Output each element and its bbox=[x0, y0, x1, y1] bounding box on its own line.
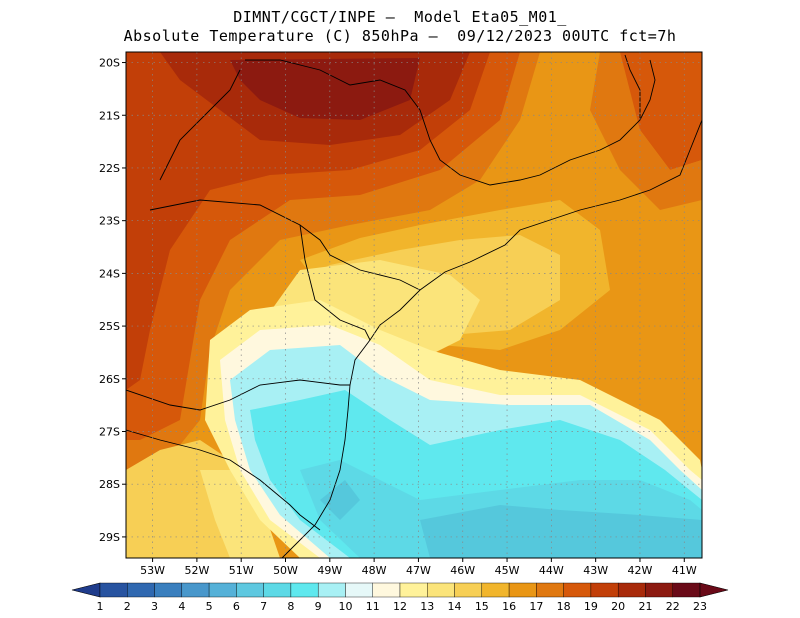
lat-label: 26S bbox=[99, 373, 120, 386]
lat-label: 29S bbox=[99, 531, 120, 544]
colorbar-swatch bbox=[508, 582, 537, 598]
field-sw-13 bbox=[200, 470, 280, 558]
lon-label: 50W bbox=[273, 564, 298, 577]
state-border-sc-rs bbox=[126, 429, 321, 531]
field-east-18 bbox=[590, 52, 702, 210]
colorbar-swatch bbox=[345, 582, 373, 598]
colorbar-swatch bbox=[236, 582, 264, 598]
colorbar-label: 15 bbox=[475, 600, 489, 613]
colorbar-swatch bbox=[317, 582, 346, 598]
colorbar-swatch bbox=[536, 582, 564, 598]
colorbar-swatch bbox=[127, 582, 155, 598]
colorbar bbox=[71, 582, 729, 598]
lon-label: 52W bbox=[184, 564, 209, 577]
colorbar-label: 11 bbox=[366, 600, 380, 613]
lat-label: 23S bbox=[99, 215, 120, 228]
colorbar-swatch bbox=[481, 582, 510, 598]
lat-label: 20S bbox=[99, 57, 120, 70]
colorbar-swatch bbox=[427, 582, 455, 598]
colorbar-label: 14 bbox=[448, 600, 462, 613]
colorbar-swatch bbox=[672, 582, 701, 598]
colorbar-label: 9 bbox=[315, 600, 322, 613]
colorbar-swatch bbox=[399, 582, 428, 598]
colorbar-swatch bbox=[454, 582, 483, 598]
colorbar-label: 10 bbox=[338, 600, 352, 613]
colorbar-label: 7 bbox=[260, 600, 267, 613]
lat-label: 27S bbox=[99, 426, 120, 439]
colorbar-overflow bbox=[699, 582, 729, 598]
field-band-7 bbox=[320, 480, 702, 558]
lon-label: 53W bbox=[140, 564, 165, 577]
lat-label: 24S bbox=[99, 267, 120, 280]
state-border-interior bbox=[299, 224, 371, 341]
colorbar-label: 3 bbox=[151, 600, 158, 613]
lon-label: 42W bbox=[628, 564, 653, 577]
colorbar-swatch bbox=[181, 582, 210, 598]
coastline-and-borders bbox=[126, 54, 702, 558]
lon-label: 44W bbox=[539, 564, 564, 577]
colorbar-swatch bbox=[645, 582, 673, 598]
colorbar-swatch bbox=[563, 582, 592, 598]
temperature-field bbox=[126, 52, 702, 558]
grid-lines bbox=[126, 52, 702, 558]
colorbar-label: 4 bbox=[178, 600, 185, 613]
longitude-labels: 53W 52W 51W 50W 49W 48W 47W 46W 45W 44W 43W 42W 41W bbox=[140, 558, 697, 577]
lat-label: 25S bbox=[99, 320, 120, 333]
colorbar-label: 2 bbox=[124, 600, 131, 613]
colorbar-label: 6 bbox=[233, 600, 240, 613]
colorbar-labels: 1 2 3 4 5 6 7 8 9 10 11 12 13 14 15 16 17 18 19 20 21 22 23 bbox=[97, 600, 708, 613]
colorbar-label: 5 bbox=[206, 600, 213, 613]
colorbar-underflow bbox=[71, 582, 101, 598]
colorbar-label: 1 bbox=[97, 600, 104, 613]
lon-label: 43W bbox=[583, 564, 608, 577]
colorbar-swatch bbox=[290, 582, 319, 598]
lon-label: 46W bbox=[450, 564, 475, 577]
map-frame bbox=[125, 51, 703, 559]
latitude-labels: 20S 21S 22S 23S 24S 25S 26S 27S 28S 29S bbox=[99, 57, 126, 544]
title-line-2: Absolute Temperature (C) 850hPa — 09/12/… bbox=[123, 27, 677, 45]
lon-label: 41W bbox=[672, 564, 697, 577]
lon-label: 45W bbox=[495, 564, 520, 577]
lat-label: 22S bbox=[99, 162, 120, 175]
state-border-mg-sp bbox=[245, 59, 656, 186]
colorbar-label: 22 bbox=[666, 600, 680, 613]
colorbar-label: 21 bbox=[638, 600, 652, 613]
colorbar-label: 19 bbox=[584, 600, 598, 613]
lon-label: 49W bbox=[317, 564, 342, 577]
colorbar-swatch bbox=[263, 582, 292, 598]
title-line-1: DIMNT/CGCT/INPE — Model Eta05_M01_ bbox=[233, 8, 567, 26]
lon-label: 48W bbox=[362, 564, 387, 577]
state-border-sp-pr bbox=[149, 199, 421, 291]
colorbar-label: 23 bbox=[693, 600, 707, 613]
colorbar-label: 17 bbox=[529, 600, 543, 613]
colorbar-label: 20 bbox=[611, 600, 625, 613]
colorbar-swatch bbox=[99, 582, 128, 598]
colorbar-swatch bbox=[208, 582, 237, 598]
colorbar-swatch bbox=[590, 582, 619, 598]
field-band-20 bbox=[126, 52, 490, 390]
colorbar-swatch bbox=[617, 582, 646, 598]
colorbar-swatch bbox=[372, 582, 401, 598]
colorbar-label: 8 bbox=[287, 600, 294, 613]
colorbar-swatch bbox=[154, 582, 183, 598]
colorbar-label: 13 bbox=[420, 600, 434, 613]
lon-label: 47W bbox=[406, 564, 431, 577]
lat-label: 21S bbox=[99, 109, 120, 122]
lat-label: 28S bbox=[99, 478, 120, 491]
colorbar-label: 18 bbox=[557, 600, 571, 613]
state-border-ms-pr bbox=[159, 69, 241, 181]
lon-label: 51W bbox=[229, 564, 254, 577]
coastline bbox=[281, 119, 702, 558]
colorbar-label: 12 bbox=[393, 600, 407, 613]
field-band-22 bbox=[230, 58, 420, 120]
field-east-19 bbox=[610, 52, 702, 170]
colorbar-label: 16 bbox=[502, 600, 516, 613]
state-border-pr-sc bbox=[126, 379, 350, 411]
